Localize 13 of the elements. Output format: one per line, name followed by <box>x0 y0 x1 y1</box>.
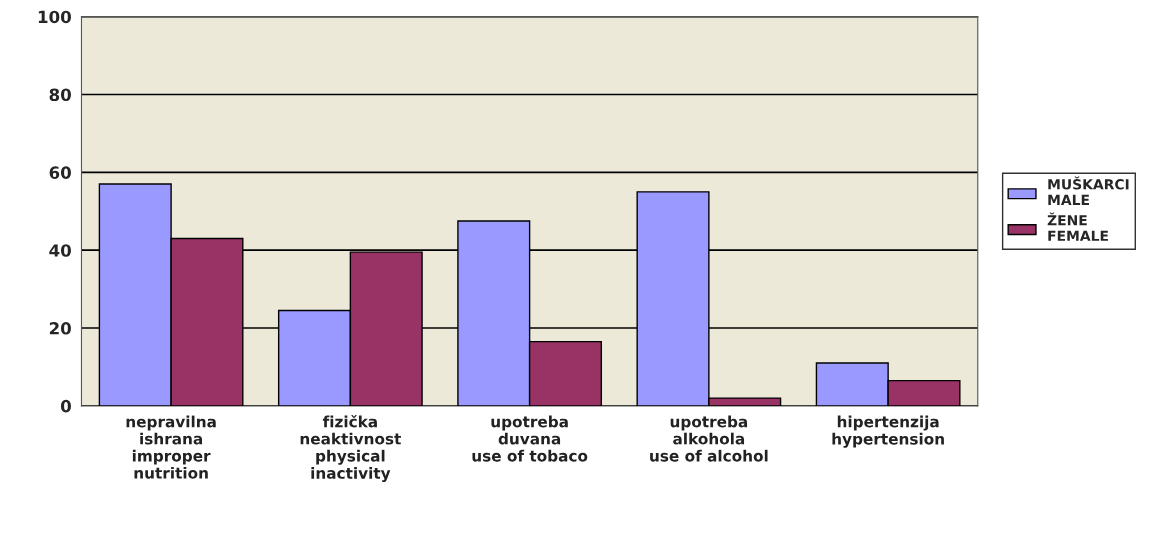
legend-label: ŽENE FEMALE <box>1047 212 1108 241</box>
legend-label: MUŠKARCI MALE <box>1048 176 1129 205</box>
x-tick-label: fizička neaktivnost physical inactivity <box>300 414 401 482</box>
y-tick-label: 40 <box>49 244 71 257</box>
x-tick-label: upotreba duvana use of tobaco <box>472 415 588 462</box>
y-tick-label: 80 <box>49 88 71 102</box>
y-tick-label: 0 <box>60 399 71 413</box>
x-tick-label: hipertenzija hypertension <box>832 415 944 448</box>
y-tick-label: 100 <box>38 10 71 24</box>
x-tick-label: nepravilna ishrana improper nutrition <box>126 415 216 479</box>
x-tick-label: upotreba alkohola use of alcohol <box>650 415 768 462</box>
y-tick-label: 60 <box>49 166 71 179</box>
y-tick-label: 20 <box>49 322 71 335</box>
